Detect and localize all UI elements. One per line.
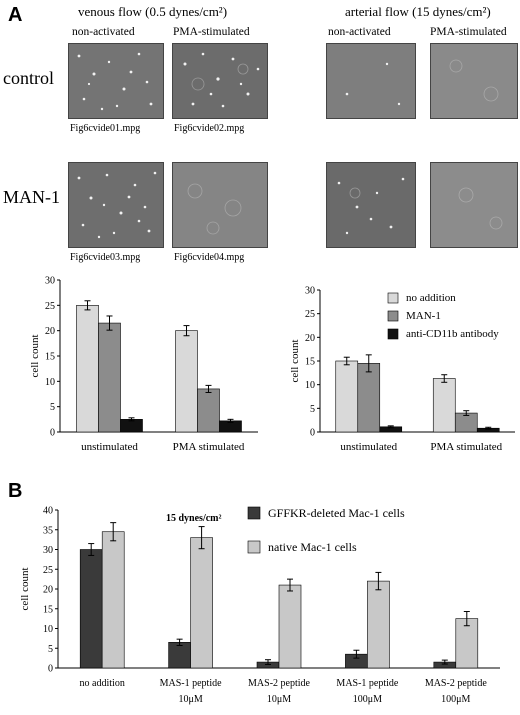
- bar-1-1: [76, 305, 99, 433]
- y-axis-label: cell count: [289, 339, 301, 382]
- y-tick-label: 20: [43, 585, 53, 596]
- y-tick-label: 30: [43, 545, 53, 556]
- bar-2-2: [190, 537, 213, 669]
- video-caption-4: Fig6cvide04.mpg: [174, 252, 245, 263]
- bar-1-1: [79, 549, 103, 669]
- y-tick-label: 0: [310, 428, 315, 439]
- x-category-label: MAS-1 peptide: [336, 678, 399, 689]
- video-caption-3: Fig6cvide03.mpg: [70, 252, 141, 263]
- bar-1-2: [175, 330, 198, 433]
- legend-label-1: GFFKR-deleted Mac-1 cells: [268, 506, 405, 520]
- bar-1-1: [335, 360, 359, 433]
- venous-col-pma: PMA-stimulated: [173, 26, 250, 38]
- legend-swatch-1: [247, 506, 261, 520]
- x-category-label: unstimulated: [340, 441, 397, 453]
- micrograph-arterial-man1-pma: [430, 162, 518, 248]
- y-tick-label: 0: [48, 664, 53, 675]
- panel-b-label: B: [8, 480, 23, 502]
- y-axis-label: cell count: [19, 567, 31, 610]
- bar-2-1: [98, 322, 121, 433]
- y-tick-label: 30: [305, 286, 315, 297]
- video-caption-2: Fig6cvide02.mpg: [174, 123, 245, 134]
- x-category-label: PMA stimulated: [430, 441, 502, 453]
- arterial-col-pma: PMA-stimulated: [430, 26, 507, 38]
- y-tick-label: 20: [45, 326, 55, 337]
- y-tick-label: 30: [45, 276, 55, 287]
- y-axis-label: cell count: [29, 334, 41, 377]
- legend-swatch-1: [387, 292, 399, 304]
- x-category-label: no addition: [80, 678, 125, 689]
- x-category-label: unstimulated: [81, 441, 138, 453]
- arterial-flow-title: arterial flow (15 dynes/cm²): [345, 4, 491, 19]
- legend-label-2: MAN-1: [406, 310, 441, 322]
- x-category-label: PMA stimulated: [173, 441, 245, 453]
- panel-a-label: A: [8, 4, 23, 26]
- y-tick-label: 15: [305, 357, 315, 368]
- y-tick-label: 25: [45, 301, 55, 312]
- y-tick-label: 5: [50, 402, 55, 413]
- bar-2-2: [197, 388, 220, 433]
- row-label-man1: MAN-1: [3, 187, 60, 207]
- bar-1-2: [432, 378, 456, 433]
- legend-swatch-2: [247, 540, 261, 554]
- y-tick-label: 0: [50, 428, 55, 439]
- chart-venous-flow: 0 5 10 15 20 25 30 cell count unstimulated PMA st…: [29, 276, 258, 453]
- x-category-label: 10μM: [178, 694, 202, 705]
- y-tick-label: 15: [43, 604, 53, 615]
- micrograph-venous-man1-pma: [172, 162, 268, 248]
- x-category-label: 100μM: [441, 694, 470, 705]
- venous-col-non-activated: non-activated: [72, 26, 135, 38]
- venous-flow-title: venous flow (0.5 dynes/cm²): [78, 4, 228, 19]
- micrograph-arterial-man1-nonactivated: [326, 162, 416, 248]
- legend-label-1: no addition: [406, 292, 456, 304]
- y-tick-label: 15: [45, 352, 55, 363]
- bar-2-3: [278, 584, 302, 669]
- y-tick-label: 40: [43, 506, 53, 517]
- micrograph-arterial-control-pma: [430, 43, 518, 119]
- y-tick-label: 5: [310, 404, 315, 415]
- y-tick-label: 5: [48, 644, 53, 655]
- x-category-label: 100μM: [353, 694, 382, 705]
- y-tick-label: 10: [45, 377, 55, 388]
- bar-1-2: [168, 642, 191, 669]
- x-category-label: MAS-1 peptide: [160, 678, 223, 689]
- y-tick-label: 10: [305, 380, 315, 391]
- x-category-label: MAS-2 peptide: [248, 678, 311, 689]
- chart-arterial-flow: 0 5 10 15 20 25 30 cell count unstimulated PMA st…: [289, 286, 515, 453]
- chart-panel-b: 0 5 10 15 20 25 30 35 40 cell count no addition MAS…: [19, 506, 500, 705]
- y-tick-label: 25: [43, 565, 53, 576]
- legend-label-3: anti-CD11b antibody: [406, 328, 499, 340]
- micrograph-venous-man1-nonactivated: [68, 162, 164, 248]
- y-tick-label: 20: [305, 333, 315, 344]
- micrograph-venous-control-pma: [172, 43, 268, 119]
- bar-2-1: [101, 531, 125, 669]
- y-tick-label: 25: [305, 309, 315, 320]
- bar-2-4: [367, 580, 390, 669]
- row-label-control: control: [3, 68, 54, 88]
- video-caption-1: Fig6cvide01.mpg: [70, 123, 141, 134]
- x-category-label: 10μM: [267, 694, 291, 705]
- y-tick-label: 10: [43, 624, 53, 635]
- micrograph-venous-control-nonactivated: [68, 43, 164, 119]
- chart-title: 15 dynes/cm²: [166, 513, 222, 524]
- y-tick-label: 35: [43, 525, 53, 536]
- legend-swatch-3: [387, 328, 399, 340]
- arterial-col-non-activated: non-activated: [328, 26, 391, 38]
- bar-2-1: [357, 363, 381, 433]
- micrograph-arterial-control-nonactivated: [326, 43, 416, 119]
- legend-swatch-2: [387, 310, 399, 322]
- x-category-label: MAS-2 peptide: [425, 678, 488, 689]
- legend-label-2: native Mac-1 cells: [268, 540, 357, 554]
